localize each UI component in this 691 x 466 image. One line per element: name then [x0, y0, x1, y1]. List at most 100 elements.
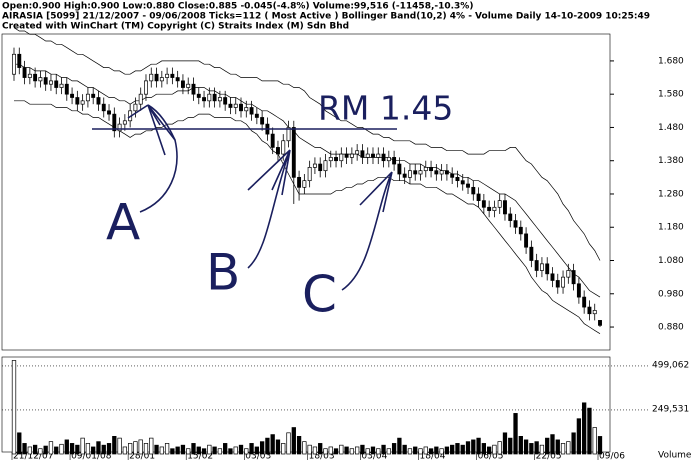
volume-bar [196, 446, 201, 455]
candle-body [133, 103, 138, 112]
volume-bar [201, 448, 207, 455]
volume-bar [228, 448, 233, 455]
candle-body [518, 226, 523, 235]
x-tick-label: 28/01 [129, 452, 155, 462]
volume-bar [27, 446, 32, 455]
volume-bar [344, 446, 349, 455]
volume-bar [233, 446, 238, 455]
candle-body [571, 270, 576, 285]
candle-body [149, 73, 154, 82]
volume-bar [502, 432, 508, 455]
volume-bar [212, 446, 217, 455]
candle-body [202, 97, 207, 102]
candle-body [539, 263, 544, 271]
candle-body [529, 246, 534, 261]
volume-bar [523, 439, 529, 455]
arrow [341, 171, 393, 291]
volume-bar [69, 443, 75, 455]
x-tick-label: 03/04 [361, 452, 387, 462]
candle-body [429, 167, 434, 172]
y-tick-label: 249,531 [652, 404, 689, 414]
volume-bar [545, 437, 550, 455]
volume-bar [48, 441, 54, 455]
candle-body [545, 263, 550, 275]
volume-bar [597, 436, 603, 455]
volume-bar [486, 446, 492, 455]
volume-bar [207, 444, 212, 455]
volume-bar [582, 402, 587, 455]
volume-bar [159, 446, 164, 455]
volume-bar [402, 444, 407, 455]
x-tick-label: 09/06 [599, 452, 625, 462]
x-tick-label: 03/03 [245, 452, 271, 462]
volume-bar [328, 446, 333, 455]
candle-body [49, 80, 53, 85]
volume-bar [154, 444, 159, 455]
candle-body [75, 97, 80, 105]
candle-body [318, 163, 323, 172]
volume-bar [106, 443, 112, 455]
volume-bar [117, 437, 122, 455]
candle-body [555, 280, 560, 288]
annotation-letter: C [302, 266, 337, 324]
candle-body [450, 173, 455, 178]
volume-bar [370, 446, 376, 455]
volume-bar [386, 448, 391, 455]
candle-body [180, 80, 185, 88]
y-tick-label: 1.280 [658, 189, 684, 199]
volume-bar [80, 437, 85, 455]
y-tick-label: 1.380 [658, 156, 684, 166]
candle-body [207, 93, 212, 102]
candle-body [550, 273, 555, 281]
candle-body [286, 127, 291, 142]
volume-bar [191, 443, 196, 455]
volume-bar [550, 434, 555, 455]
volume-bar [476, 437, 481, 455]
y-tick-label: 499,062 [652, 360, 689, 370]
candle-body [80, 100, 85, 105]
header-line: Created with WinChart (TM) Copyright (C)… [2, 22, 349, 32]
volume-bar [101, 444, 106, 455]
candle-body [576, 283, 581, 298]
arrow [247, 149, 291, 269]
volume-bar [122, 446, 128, 455]
volume-bar [64, 439, 69, 455]
candle-body [587, 306, 592, 315]
candle-body [85, 93, 90, 102]
price-panel [1, 33, 611, 351]
volume-bar [170, 448, 175, 455]
volume-bar [323, 448, 328, 455]
candle-body [154, 73, 159, 82]
volume-bar [275, 439, 281, 455]
candle-body [349, 153, 354, 158]
candle-body [27, 73, 32, 78]
bollinger-middle [14, 63, 601, 298]
volume-bar [318, 443, 323, 455]
volume-bar [112, 436, 117, 455]
volume-bar [407, 448, 413, 455]
x-tick-label: 15/02 [187, 452, 213, 462]
x-tick-label: 06/05 [478, 452, 504, 462]
volume-bar [439, 448, 444, 455]
candle-body [307, 167, 312, 182]
volume-bar [164, 443, 170, 455]
volume-bar [460, 444, 465, 455]
volume-bar [244, 448, 249, 455]
volume-bar [254, 446, 259, 455]
candle-body [476, 193, 481, 201]
candle-body [566, 270, 571, 278]
candle-body [191, 83, 196, 95]
candle-body [592, 310, 597, 315]
candle-body [397, 163, 402, 175]
volume-bar [339, 444, 344, 455]
candle-body [466, 183, 470, 188]
candle-body [487, 206, 492, 211]
candle-body [365, 153, 370, 158]
volume-bar [265, 437, 270, 455]
volume-bar [349, 448, 355, 455]
volume-bar [455, 443, 460, 455]
volume-bar [592, 427, 597, 455]
volume-bar [365, 448, 370, 455]
candle-body [281, 140, 286, 155]
